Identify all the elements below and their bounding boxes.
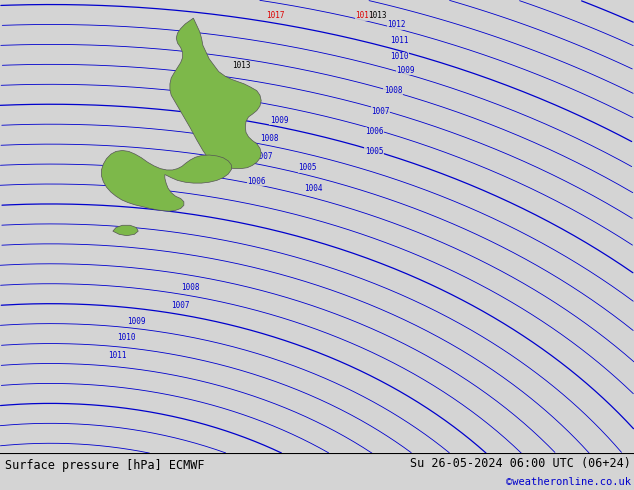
Text: 1007: 1007 (254, 152, 273, 161)
Polygon shape (113, 225, 138, 236)
Text: 1006: 1006 (365, 127, 384, 136)
Text: ©weatheronline.co.uk: ©weatheronline.co.uk (506, 477, 631, 487)
Polygon shape (101, 150, 231, 211)
Polygon shape (170, 18, 261, 169)
Text: 1005: 1005 (298, 163, 317, 172)
Text: 1007: 1007 (371, 106, 390, 116)
Text: 1006: 1006 (247, 177, 266, 186)
Text: Su 26-05-2024 06:00 UTC (06+24): Su 26-05-2024 06:00 UTC (06+24) (410, 457, 631, 470)
Text: 1004: 1004 (304, 184, 323, 193)
Text: 1014: 1014 (187, 77, 206, 86)
Text: 1013: 1013 (368, 11, 387, 21)
Text: 1009: 1009 (269, 116, 288, 124)
Text: 1010: 1010 (390, 52, 409, 61)
Text: 1008: 1008 (260, 134, 279, 143)
Text: 1011: 1011 (108, 351, 127, 360)
Text: 1014: 1014 (355, 11, 374, 21)
Text: Surface pressure [hPa] ECMWF: Surface pressure [hPa] ECMWF (5, 459, 205, 471)
Text: 1008: 1008 (384, 86, 403, 95)
Text: 1007: 1007 (171, 301, 190, 311)
Text: 1012: 1012 (387, 21, 406, 29)
Text: 1011: 1011 (390, 36, 409, 45)
Text: 1009: 1009 (396, 66, 415, 75)
Text: 1013: 1013 (231, 61, 250, 70)
Text: 1009: 1009 (127, 318, 146, 326)
Text: 1010: 1010 (117, 333, 136, 342)
Text: 1008: 1008 (181, 283, 200, 293)
Text: 1005: 1005 (365, 147, 384, 156)
Text: 1017: 1017 (266, 11, 285, 21)
